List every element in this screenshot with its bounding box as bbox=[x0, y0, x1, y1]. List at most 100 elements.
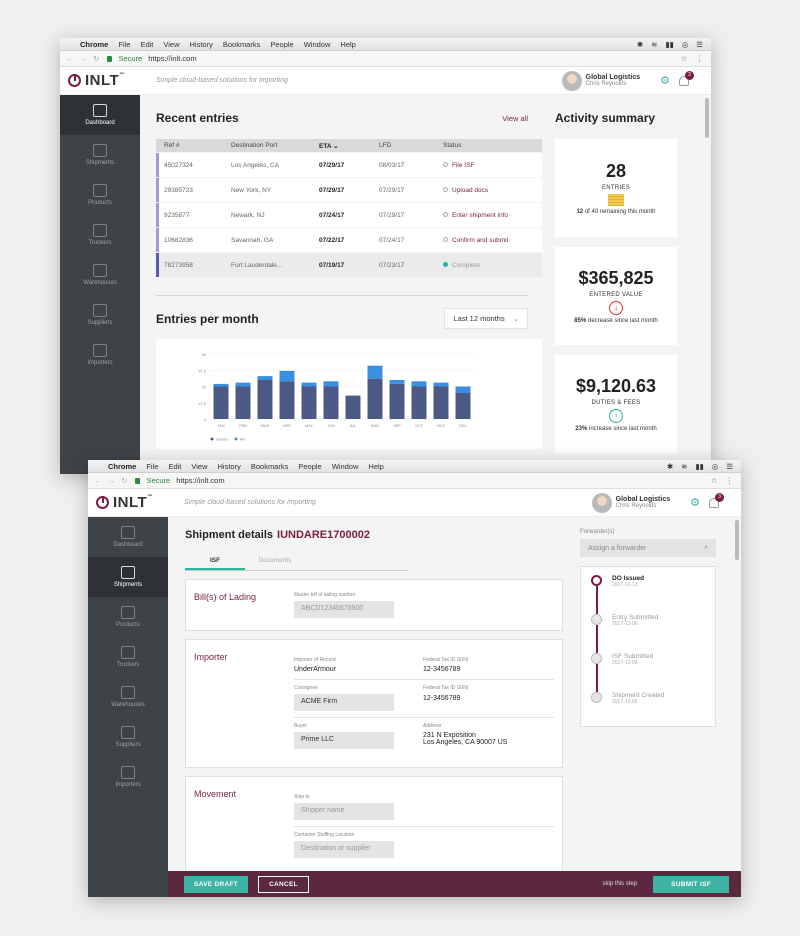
nav-buttons[interactable]: ← → ↻ bbox=[66, 54, 102, 63]
star-icon[interactable]: ☆ bbox=[680, 54, 688, 63]
consignee-field[interactable]: ACME Firm bbox=[294, 694, 394, 711]
sidebar-item-suppliers[interactable]: Suppliers bbox=[88, 717, 168, 757]
menu-bookmarks[interactable]: Bookmarks bbox=[250, 461, 289, 471]
tab-documents[interactable]: Documents bbox=[258, 557, 292, 564]
menu-file[interactable]: File bbox=[118, 39, 131, 49]
lock-icon bbox=[135, 477, 141, 484]
col-lfd[interactable]: LFD bbox=[379, 142, 392, 149]
cancel-button[interactable]: CANCEL bbox=[258, 875, 309, 893]
sidebar-item-shipments[interactable]: Shipments bbox=[60, 135, 140, 175]
menu-edit[interactable]: Edit bbox=[168, 461, 182, 471]
menu-help[interactable]: Help bbox=[368, 461, 384, 471]
col-ref[interactable]: Ref # bbox=[164, 142, 180, 149]
menu-window[interactable]: Window bbox=[331, 461, 359, 471]
address-line2[interactable]: Los Angeles, CA 90007 US bbox=[423, 739, 508, 746]
table-row[interactable]: 10682836 Savannah, GA 07/22/17 07/24/17 … bbox=[156, 228, 542, 252]
buyer-field[interactable]: Prime LLC bbox=[294, 732, 394, 749]
col-port[interactable]: Destination Port bbox=[231, 142, 278, 149]
table-row[interactable]: 45027324 Los Angeles, CA 07/29/17 08/03/… bbox=[156, 153, 542, 177]
bell-icon[interactable]: 3 bbox=[679, 70, 694, 86]
table-row[interactable]: 9235877 Newark, NJ 07/24/17 07/29/17 Ent… bbox=[156, 203, 542, 227]
menu-bookmarks[interactable]: Bookmarks bbox=[222, 39, 261, 49]
sidebar-item-truckers[interactable]: Truckers bbox=[88, 637, 168, 677]
ein2-value[interactable]: 12-3456789 bbox=[423, 695, 461, 702]
menu-history[interactable]: History bbox=[189, 39, 213, 49]
table-row[interactable]: 29385723 New York, NY 07/29/17 07/29/17 … bbox=[156, 178, 542, 202]
bol-input[interactable]: ABCD12345678900 bbox=[294, 601, 394, 618]
forwarder-search-input[interactable]: Assign a forwarder ⌕ bbox=[580, 539, 716, 557]
bluetooth-icon[interactable]: ✱ bbox=[666, 461, 674, 471]
save-draft-button[interactable]: SAVE DRAFT bbox=[184, 875, 249, 893]
star-icon[interactable]: ☆ bbox=[710, 476, 718, 485]
app-menu[interactable]: Chrome bbox=[108, 461, 137, 471]
scrollbar[interactable] bbox=[735, 520, 739, 560]
menu-view[interactable]: View bbox=[163, 39, 180, 49]
ior-value[interactable]: UnderArmour bbox=[294, 666, 337, 673]
logo[interactable]: INLT™ bbox=[68, 72, 156, 89]
cell-status[interactable]: File ISF bbox=[443, 162, 542, 169]
menu-window[interactable]: Window bbox=[303, 39, 331, 49]
battery-icon[interactable]: ▮▮ bbox=[695, 461, 704, 471]
search-icon[interactable]: ◎ bbox=[711, 461, 719, 471]
gear-icon[interactable]: ⚙ bbox=[690, 497, 700, 509]
sidebar-item-shipments[interactable]: Shipments bbox=[88, 557, 168, 597]
bell-icon[interactable]: 3 bbox=[709, 492, 724, 508]
sidebar-item-warehouses[interactable]: Warehouses bbox=[60, 255, 140, 295]
stuffing-location-input[interactable]: Destination or supplier bbox=[294, 841, 394, 858]
url-field[interactable]: https://inlt.com bbox=[176, 476, 225, 485]
sidebar-item-suppliers[interactable]: Suppliers bbox=[60, 295, 140, 335]
menu-people[interactable]: People bbox=[270, 39, 294, 49]
app-menu[interactable]: Chrome bbox=[80, 39, 109, 49]
entries-per-month-title: Entries per month bbox=[156, 311, 259, 326]
skip-step-link[interactable]: skip this step bbox=[602, 881, 638, 887]
gear-icon[interactable]: ⚙ bbox=[660, 75, 670, 87]
scrollbar[interactable] bbox=[705, 98, 709, 138]
user-menu[interactable]: Global Logistics Chris Reynolds ⚙ 3 bbox=[591, 492, 741, 513]
sidebar-item-dashboard[interactable]: Dashboard bbox=[60, 95, 140, 135]
list-icon[interactable]: ☰ bbox=[696, 39, 703, 49]
cell-status[interactable]: Confirm and submit bbox=[443, 237, 542, 244]
logo[interactable]: INLT™ bbox=[96, 494, 184, 511]
sidebar-item-warehouses[interactable]: Warehouses bbox=[88, 677, 168, 717]
more-icon[interactable]: ⋮ bbox=[695, 54, 704, 63]
avatar[interactable] bbox=[591, 492, 612, 513]
shipper-name-input[interactable]: Shipper name bbox=[294, 803, 394, 820]
ein-value[interactable]: 12-3456789 bbox=[423, 666, 461, 673]
url-field[interactable]: https://inlt.com bbox=[148, 54, 197, 63]
sidebar-item-truckers[interactable]: Truckers bbox=[60, 215, 140, 255]
avatar[interactable] bbox=[561, 70, 582, 91]
sidebar-item-importers[interactable]: Importers bbox=[60, 335, 140, 375]
col-eta[interactable]: ETA ⌄ bbox=[319, 142, 339, 150]
menu-people[interactable]: People bbox=[298, 461, 322, 471]
wifi-icon[interactable]: ≋ bbox=[651, 39, 658, 49]
table-row[interactable]: 78273958 Fort Lauderdale... 07/19/17 07/… bbox=[156, 253, 542, 277]
tab-isf[interactable]: ISF bbox=[185, 553, 245, 570]
entries-chart: 0 12.5 25 37.5 50 JAN FEB MAR APR MAY JUN JUL AUG SEP… bbox=[156, 339, 542, 449]
menu-history[interactable]: History bbox=[217, 461, 241, 471]
sidebar-item-products[interactable]: Products bbox=[60, 175, 140, 215]
view-all-link[interactable]: View all bbox=[502, 113, 528, 123]
nav-buttons[interactable]: ← → ↻ bbox=[94, 476, 130, 485]
address-line1[interactable]: 231 N Exposition bbox=[423, 732, 476, 739]
menu-edit[interactable]: Edit bbox=[140, 39, 154, 49]
list-icon[interactable]: ☰ bbox=[726, 461, 733, 471]
sidebar-item-importers[interactable]: Importers bbox=[88, 757, 168, 797]
wifi-icon[interactable]: ≋ bbox=[681, 461, 688, 471]
cell-status[interactable]: Upload docs bbox=[443, 187, 542, 194]
user-menu[interactable]: Global Logistics Chris Reynolds ⚙ 3 bbox=[561, 70, 711, 91]
sidebar-item-products[interactable]: Products bbox=[88, 597, 168, 637]
period-select[interactable]: Last 12 months ⌄ bbox=[444, 308, 528, 329]
menu-file[interactable]: File bbox=[146, 461, 159, 471]
col-status[interactable]: Status bbox=[443, 142, 462, 149]
search-icon[interactable]: ◎ bbox=[681, 39, 689, 49]
dashboard-icon bbox=[121, 526, 135, 539]
bluetooth-icon[interactable]: ✱ bbox=[636, 39, 644, 49]
menu-view[interactable]: View bbox=[191, 461, 208, 471]
submit-isf-button[interactable]: SUBMIT ISF bbox=[653, 875, 729, 893]
sidebar-item-dashboard[interactable]: Dashboard bbox=[88, 517, 168, 557]
more-icon[interactable]: ⋮ bbox=[725, 476, 734, 485]
battery-icon[interactable]: ▮▮ bbox=[665, 39, 674, 49]
menu-help[interactable]: Help bbox=[340, 39, 356, 49]
cell-status[interactable]: Enter shipment info bbox=[443, 212, 542, 219]
search-icon[interactable]: ⌕ bbox=[704, 544, 708, 551]
